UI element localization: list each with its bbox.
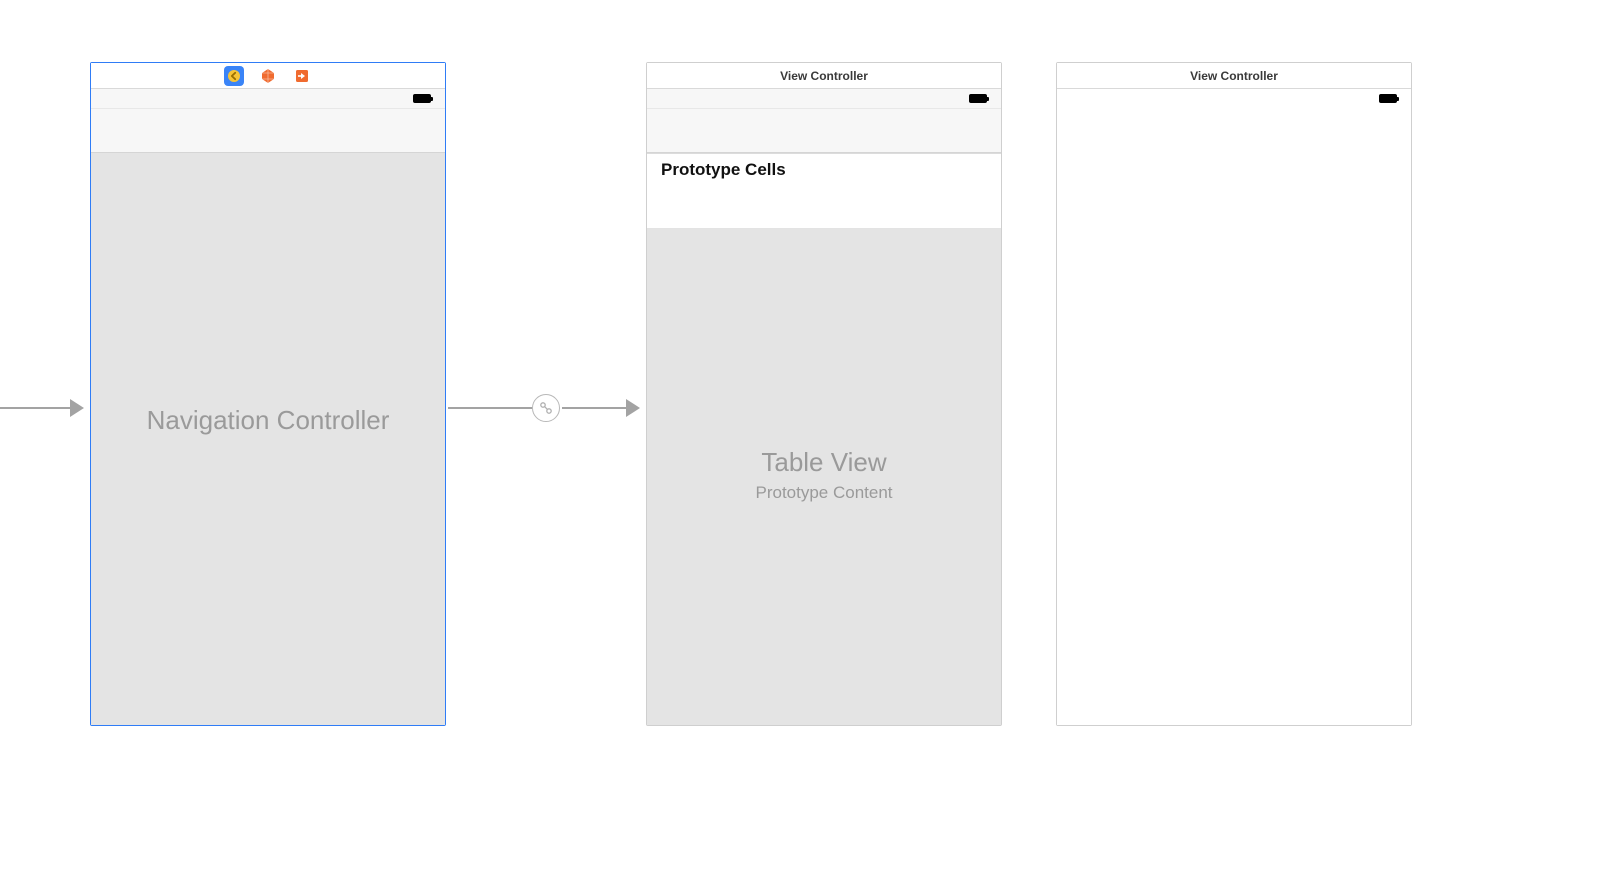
scene-tableview-controller[interactable]: View Controller Prototype Cells Table Vi… — [646, 62, 1002, 726]
battery-icon — [969, 94, 991, 104]
status-bar — [1057, 89, 1411, 109]
scene-title-label: View Controller — [780, 69, 868, 83]
scene-titlebar[interactable] — [91, 63, 445, 89]
status-bar — [91, 89, 445, 109]
content-placeholder: Navigation Controller — [91, 153, 445, 725]
entry-point-arrow-line — [0, 407, 70, 409]
prototype-cell[interactable] — [647, 185, 1001, 229]
status-bar — [647, 89, 1001, 109]
tableview-placeholder-title: Table View — [647, 447, 1001, 478]
battery-icon — [413, 94, 435, 104]
entry-point-arrow-head — [70, 399, 84, 417]
root-segue-arrow-head — [626, 399, 640, 417]
placeholder-title: Navigation Controller — [91, 405, 445, 436]
scene-titlebar[interactable]: View Controller — [647, 63, 1001, 89]
storyboard-canvas[interactable]: Navigation Controller View Controller Pr… — [0, 0, 1600, 872]
first-responder-icon[interactable] — [258, 66, 278, 86]
tableview-placeholder-subtitle: Prototype Content — [647, 483, 1001, 503]
exit-icon[interactable] — [292, 66, 312, 86]
scene-title-label: View Controller — [1190, 69, 1278, 83]
root-segue-icon[interactable] — [532, 394, 560, 422]
scene-titlebar[interactable]: View Controller — [1057, 63, 1411, 89]
blank-view[interactable] — [1057, 109, 1411, 725]
root-segue-line-left[interactable] — [448, 407, 532, 409]
tableview-background[interactable]: Table View Prototype Content — [647, 229, 1001, 725]
navigation-bar[interactable] — [91, 109, 445, 153]
prototype-cells-header: Prototype Cells — [647, 153, 1001, 185]
navigation-bar[interactable] — [647, 109, 1001, 153]
scene-navigation-controller[interactable]: Navigation Controller — [90, 62, 446, 726]
scene-titlebar-icons — [224, 66, 312, 86]
scene-view-controller[interactable]: View Controller — [1056, 62, 1412, 726]
root-segue-line-right[interactable] — [562, 407, 626, 409]
back-indicator-icon[interactable] — [224, 66, 244, 86]
battery-icon — [1379, 94, 1401, 104]
